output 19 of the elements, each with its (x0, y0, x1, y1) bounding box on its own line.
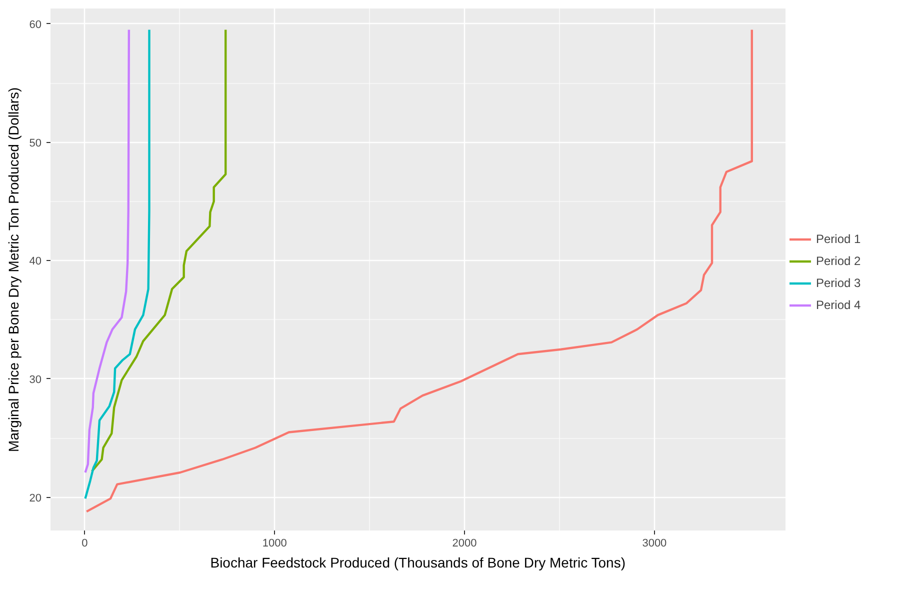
y-tick-label: 50 (29, 137, 42, 150)
legend-label: Period 2 (816, 254, 861, 268)
y-tick-label: 30 (29, 374, 42, 386)
line-series (85, 28, 753, 513)
x-tick-label: 0 (82, 538, 88, 550)
y-tick-label: 20 (29, 492, 42, 504)
x-tick-label: 3000 (642, 538, 667, 550)
legend-label: Period 1 (816, 232, 861, 246)
legend-label: Period 4 (816, 298, 861, 312)
line-series (84, 28, 150, 500)
legend-label: Period 3 (816, 276, 861, 290)
y-tick-label: 40 (29, 256, 42, 268)
y-tick-label: 60 (29, 18, 42, 31)
x-tick-label: 2000 (452, 538, 477, 550)
x-axis-title: Biochar Feedstock Produced (Thousands of Bone Dry Metric Tons) (210, 554, 626, 570)
line-series (90, 28, 227, 472)
x-tick-label: 1000 (262, 538, 287, 550)
y-axis-title: Marginal Price per Bone Dry Metric Ton Produced (Dollars) (5, 87, 22, 452)
line-series (84, 28, 130, 474)
